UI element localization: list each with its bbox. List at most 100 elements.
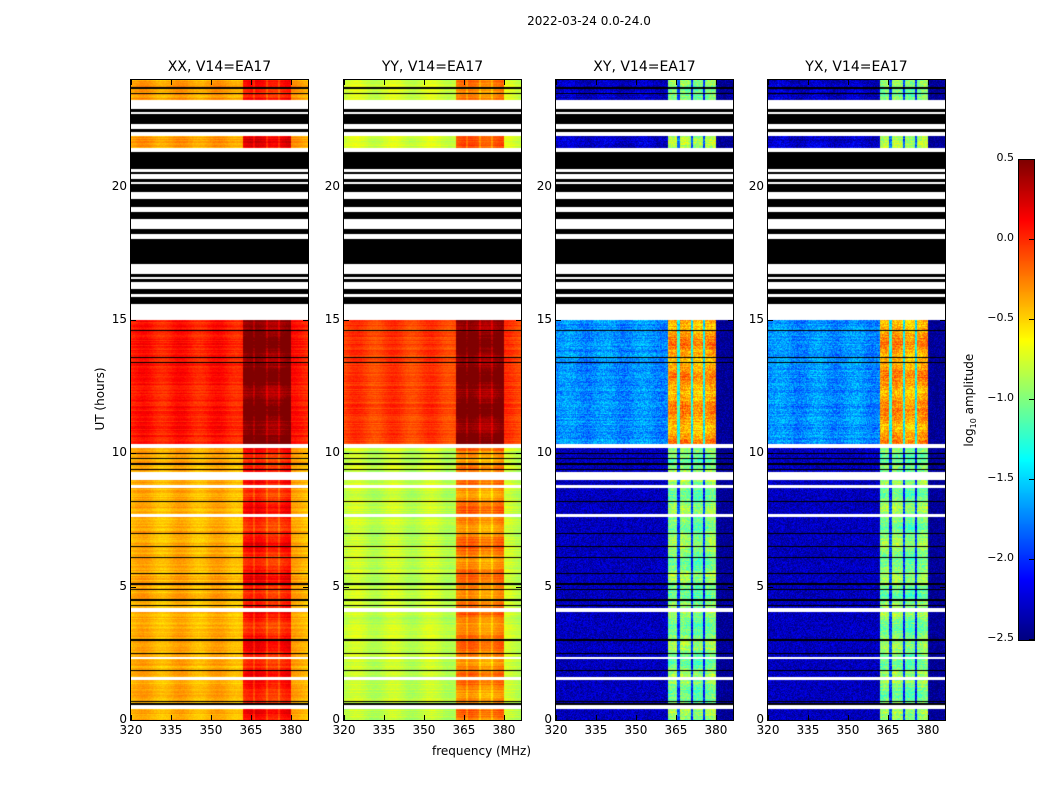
y-tick-mark [344,453,349,455]
colorbar-tick-label: −1.0 [987,391,1014,404]
y-tick-label: 20 [111,178,127,193]
y-tick-label: 15 [748,312,764,326]
x-tick-mark [131,715,132,720]
heatmap-xy [556,80,733,720]
x-tick-label: 365 [664,723,688,737]
x-tick-label: 380 [916,723,940,737]
x-tick-mark [768,80,769,85]
heatmap-yy [344,80,521,720]
y-tick-mark [728,586,733,588]
x-tick-mark [887,715,889,720]
x-tick-label: 380 [279,723,303,737]
x-tick-label: 320 [119,723,143,737]
x-tick-mark [847,715,849,720]
colorbar-tick-mark [1029,479,1034,480]
x-tick-mark [807,715,809,720]
heatmap-panel-2 [555,79,734,721]
x-tick-label: 335 [159,723,183,737]
x-tick-mark [927,80,929,85]
colorbar-gradient [1019,160,1034,640]
y-tick-label: 5 [756,578,764,593]
heatmap-panel-1 [343,79,522,721]
x-tick-mark [556,80,557,85]
colorbar-tick-label: 0.5 [996,151,1015,164]
x-tick-label: 365 [876,723,900,737]
x-tick-mark [131,80,132,85]
y-tick-mark [516,186,521,188]
x-tick-label: 380 [704,723,728,737]
colorbar [1018,159,1035,641]
x-tick-mark [210,715,212,720]
x-tick-mark [635,715,637,720]
x-tick-mark [423,715,425,720]
colorbar-tick-mark [1029,559,1034,560]
colorbar-label-rest: amplitude [961,353,976,419]
y-tick-mark [303,586,308,588]
y-tick-mark [303,720,308,721]
panel-title-0: XX, V14=EA17 [167,59,272,75]
heatmap-panel-0 [130,79,309,721]
y-tick-mark [556,320,561,321]
panel-title-1: YY, V14=EA17 [381,59,484,75]
y-tick-label: 5 [332,578,340,593]
y-tick-mark [768,720,773,721]
x-tick-label: 335 [584,723,608,737]
y-tick-label: 0 [756,712,764,726]
x-tick-mark [250,715,252,720]
y-tick-mark [131,320,136,321]
y-tick-mark [344,720,349,721]
x-tick-mark [344,80,345,85]
panel-title-3: YX, V14=EA17 [805,59,908,75]
y-tick-mark [728,720,733,721]
colorbar-tick-label: −1.5 [987,471,1014,484]
x-tick-label: 320 [332,723,356,737]
y-tick-label: 15 [111,312,127,326]
x-tick-mark [290,80,292,85]
x-tick-label: 320 [544,723,568,737]
y-tick-mark [516,586,521,588]
y-tick-label: 0 [119,712,127,726]
x-tick-mark [463,715,465,720]
x-tick-mark [250,80,252,85]
x-tick-mark [344,715,345,720]
y-tick-label: 20 [536,178,552,193]
y-tick-mark [303,453,308,455]
x-tick-mark [503,80,505,85]
y-tick-label: 10 [536,445,552,460]
x-tick-mark [423,80,425,85]
x-tick-mark [807,80,809,85]
x-tick-label: 350 [412,723,436,737]
y-tick-mark [344,186,349,188]
y-tick-label: 5 [544,578,552,593]
x-tick-mark [715,80,717,85]
x-tick-mark [210,80,212,85]
colorbar-tick-mark [1029,319,1034,320]
y-tick-label: 0 [544,712,552,726]
x-tick-mark [383,80,385,85]
y-tick-mark [131,186,136,188]
y-tick-label: 5 [119,578,127,593]
y-tick-mark [940,720,945,721]
x-tick-mark [595,80,597,85]
y-tick-mark [728,186,733,188]
y-tick-label: 15 [324,312,340,326]
y-tick-label: 10 [111,445,127,460]
y-tick-mark [940,186,945,188]
y-tick-mark [344,586,349,588]
y-tick-label: 10 [324,445,340,460]
y-tick-label: 20 [748,178,764,193]
x-tick-label: 350 [624,723,648,737]
heatmap-xx [131,80,308,720]
heatmap-panel-3 [767,79,946,721]
x-tick-label: 380 [492,723,516,737]
colorbar-tick-mark [1029,399,1034,400]
x-tick-mark [503,715,505,720]
x-tick-mark [170,80,172,85]
x-tick-label: 335 [796,723,820,737]
colorbar-tick-mark [1029,159,1034,160]
heatmap-yx [768,80,945,720]
y-tick-mark [344,320,349,321]
figure-title: 2022-03-24 0.0-24.0 [527,14,651,28]
y-tick-mark [303,320,308,321]
colorbar-label-sub: 10 [969,418,979,429]
